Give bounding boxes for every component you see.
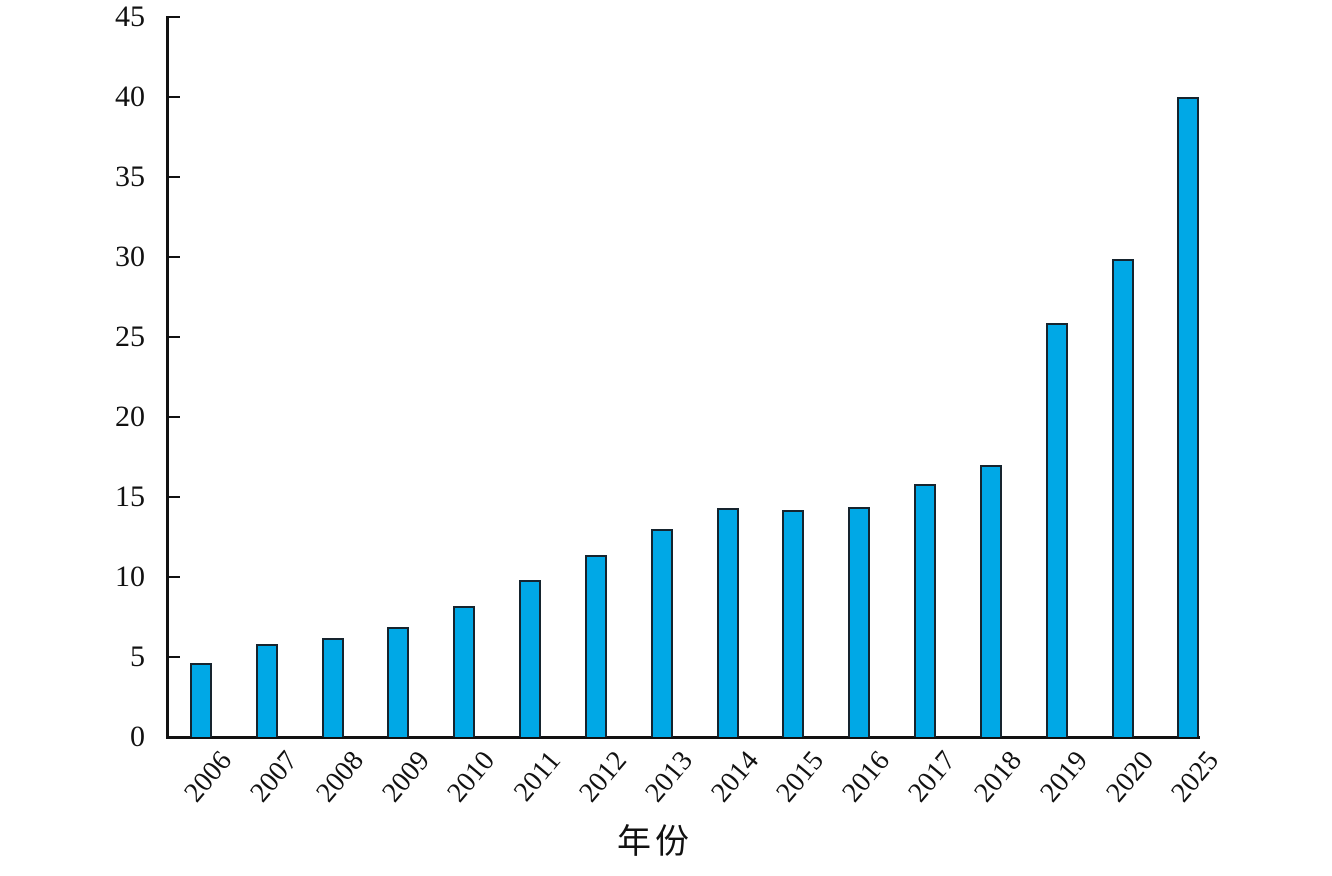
x-tick-label-2011: 2011 <box>508 745 568 808</box>
x-tick-label-2020: 2020 <box>1099 745 1160 809</box>
y-axis-line <box>166 16 169 738</box>
x-tick-label-2006: 2006 <box>178 745 238 809</box>
x-tick-label-2025: 2025 <box>1165 745 1226 809</box>
x-tick-label-2010: 2010 <box>441 745 502 809</box>
y-tick-label-5: 5 <box>130 640 145 673</box>
bar-2009 <box>387 626 410 737</box>
y-tick-5 <box>169 655 180 659</box>
x-tick-label-2016: 2016 <box>836 745 897 809</box>
x-tick-label-2009: 2009 <box>375 745 436 809</box>
x-tick-label-2007: 2007 <box>244 745 304 809</box>
y-tick-label-30: 30 <box>115 240 145 273</box>
bar-2018 <box>979 465 1002 737</box>
y-tick-40 <box>169 95 180 99</box>
y-tick-25 <box>169 335 180 339</box>
bar-2012 <box>584 554 607 737</box>
bar-2011 <box>519 580 542 737</box>
bar-2006 <box>190 663 212 737</box>
y-tick-label-15: 15 <box>115 480 145 513</box>
bar-2010 <box>453 605 476 737</box>
x-tick-label-2014: 2014 <box>704 745 765 809</box>
y-tick-label-40: 40 <box>115 80 145 113</box>
bar-2013 <box>650 529 673 737</box>
bar-2017 <box>914 484 937 737</box>
bar-2007 <box>255 644 278 737</box>
y-tick-30 <box>169 255 180 259</box>
bar-2020 <box>1111 258 1134 737</box>
x-axis-line <box>166 735 1200 739</box>
bar-2008 <box>321 637 344 737</box>
x-tick-label-2015: 2015 <box>770 745 831 809</box>
y-tick-label-25: 25 <box>115 320 145 353</box>
x-tick-label-2008: 2008 <box>309 745 370 809</box>
x-tick-label-2019: 2019 <box>1034 745 1094 809</box>
y-tick-35 <box>169 175 180 179</box>
x-tick-label-2018: 2018 <box>968 745 1028 809</box>
x-tick-label-2017: 2017 <box>902 745 963 809</box>
y-tick-20 <box>169 415 180 419</box>
bar-2025 <box>1177 97 1200 737</box>
y-tick-10 <box>169 575 180 579</box>
bar-2014 <box>716 508 739 737</box>
y-tick-15 <box>169 495 180 499</box>
bar-2015 <box>782 509 805 737</box>
y-tick-label-10: 10 <box>115 560 145 593</box>
y-tick-label-35: 35 <box>115 160 145 193</box>
y-tick-label-0: 0 <box>130 720 145 753</box>
y-tick-45 <box>169 15 180 19</box>
x-tick-label-2012: 2012 <box>573 745 633 809</box>
bar-2016 <box>848 506 871 737</box>
y-tick-label-45: 45 <box>115 0 145 33</box>
bar-2019 <box>1045 322 1068 737</box>
y-tick-label-20: 20 <box>115 400 145 433</box>
x-axis-title: 年份 <box>617 824 693 861</box>
x-tick-label-2013: 2013 <box>639 745 699 809</box>
